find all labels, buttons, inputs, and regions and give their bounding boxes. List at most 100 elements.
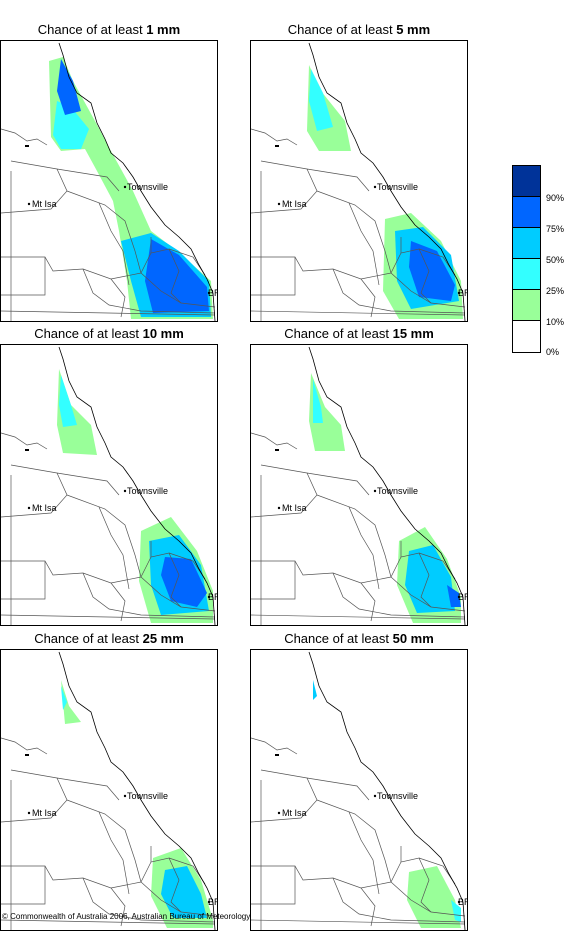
- map-graphic: Townsville Mt Isa BRIS: [251, 42, 467, 321]
- townsville-label: Townsville: [127, 791, 168, 801]
- mt-isa-marker: [27, 202, 31, 206]
- rainfall-zone: [57, 369, 97, 455]
- panel-title: Chance of at least 25 mm: [34, 631, 184, 646]
- region-border: [390, 552, 432, 608]
- coastline: [308, 42, 466, 321]
- rainfall-zones: [61, 680, 213, 928]
- region-border: [360, 887, 376, 927]
- rainfall-zone: [451, 900, 461, 922]
- rainfall-zone: [407, 866, 461, 928]
- region-border: [1, 168, 68, 214]
- region-border: [1, 777, 68, 823]
- rainfall-zone: [161, 866, 207, 918]
- rainfall-zone: [409, 241, 455, 301]
- region-border: [66, 190, 142, 274]
- brisbane-marker: [457, 291, 461, 295]
- townsville-marker: [123, 185, 127, 189]
- mt-isa-marker: [27, 811, 31, 815]
- townsville-marker: [373, 489, 377, 493]
- rainfall-zone: [61, 686, 67, 710]
- region-borders: [251, 128, 466, 321]
- region-border: [1, 472, 68, 518]
- region-border: [251, 168, 318, 214]
- townsville-marker: [123, 489, 127, 493]
- region-borders: [251, 737, 466, 930]
- region-border: [82, 572, 216, 618]
- brisbane-label: BRIS: [458, 592, 467, 602]
- mt-isa-label: Mt Isa: [32, 503, 57, 513]
- region-border: [1, 432, 48, 450]
- map-graphic: Townsville Mt Isa BRIS: [1, 42, 217, 321]
- region-border: [1, 866, 46, 905]
- rainfall-zone: [61, 680, 81, 724]
- legend-label-90: 90%: [546, 193, 565, 203]
- region-border: [66, 494, 142, 578]
- region-borders: [251, 432, 466, 625]
- legend-label-0: 0%: [546, 347, 560, 357]
- region-border: [348, 811, 380, 895]
- region-border: [251, 737, 298, 755]
- region-border: [251, 128, 298, 146]
- mt-isa-label: Mt Isa: [282, 503, 307, 513]
- gulf-island: [25, 754, 29, 756]
- region-border: [10, 160, 120, 192]
- rainfall-zone: [59, 375, 77, 427]
- region-border: [82, 877, 216, 923]
- townsville-label: Townsville: [377, 791, 418, 801]
- region-border: [110, 582, 126, 622]
- map-graphic: Townsville Mt Isa BRIS: [1, 346, 217, 625]
- gulf-island: [275, 449, 279, 451]
- map-panel-10mm: Chance of at least 10 mm Townsville Mt Is…: [0, 324, 218, 626]
- gulf-island: [275, 145, 279, 147]
- brisbane-marker: [207, 900, 211, 904]
- legend-label-25: 25%: [546, 286, 565, 296]
- region-border: [260, 464, 370, 496]
- region-border: [390, 857, 432, 913]
- mt-isa-marker: [277, 811, 281, 815]
- brisbane-label: BRIS: [208, 897, 217, 907]
- brisbane-label: BRIS: [208, 288, 217, 298]
- townsville-label: Townsville: [127, 486, 168, 496]
- townsville-marker: [373, 794, 377, 798]
- rainfall-map: Townsville Mt Isa BRIS: [0, 649, 218, 931]
- region-border: [98, 202, 130, 286]
- map-graphic: Townsville Mt Isa BRIS: [251, 651, 467, 930]
- legend-label-50: 50%: [546, 255, 565, 265]
- rainfall-map: Townsville Mt Isa BRIS: [250, 649, 468, 931]
- legend-label-75: 75%: [546, 224, 565, 234]
- legend-swatch-10: [513, 290, 540, 321]
- panel-title: Chance of at least 15 mm: [284, 326, 434, 341]
- mt-isa-label: Mt Isa: [282, 199, 307, 209]
- legend-swatch-25: [513, 259, 540, 290]
- brisbane-marker: [457, 595, 461, 599]
- map-graphic: Townsville Mt Isa BRIS: [1, 651, 217, 930]
- brisbane-label: BRIS: [208, 592, 217, 602]
- region-border: [360, 278, 376, 318]
- coastline: [308, 651, 466, 930]
- region-border: [332, 572, 466, 618]
- region-border: [82, 268, 216, 314]
- region-border: [110, 278, 126, 318]
- region-border: [390, 248, 432, 304]
- brisbane-marker: [207, 291, 211, 295]
- legend-swatch-0: [513, 321, 540, 352]
- gulf-island: [275, 754, 279, 756]
- region-border: [260, 769, 370, 801]
- map-graphic: Townsville Mt Isa BRIS: [251, 346, 467, 625]
- rainfall-zone: [313, 379, 323, 423]
- region-border: [66, 799, 142, 883]
- rainfall-zone: [161, 557, 207, 607]
- region-border: [260, 160, 370, 192]
- rainfall-zone: [309, 373, 345, 451]
- region-border: [251, 432, 298, 450]
- mt-isa-label: Mt Isa: [32, 199, 57, 209]
- region-border: [251, 777, 318, 823]
- townsville-label: Townsville: [377, 486, 418, 496]
- gulf-island: [25, 145, 29, 147]
- region-border: [140, 248, 182, 304]
- townsville-marker: [123, 794, 127, 798]
- region-border: [251, 614, 466, 620]
- townsville-marker: [373, 185, 377, 189]
- map-panel-15mm: Chance of at least 15 mm Townsville Mt Is…: [250, 324, 468, 626]
- panel-title: Chance of at least 5 mm: [287, 22, 431, 37]
